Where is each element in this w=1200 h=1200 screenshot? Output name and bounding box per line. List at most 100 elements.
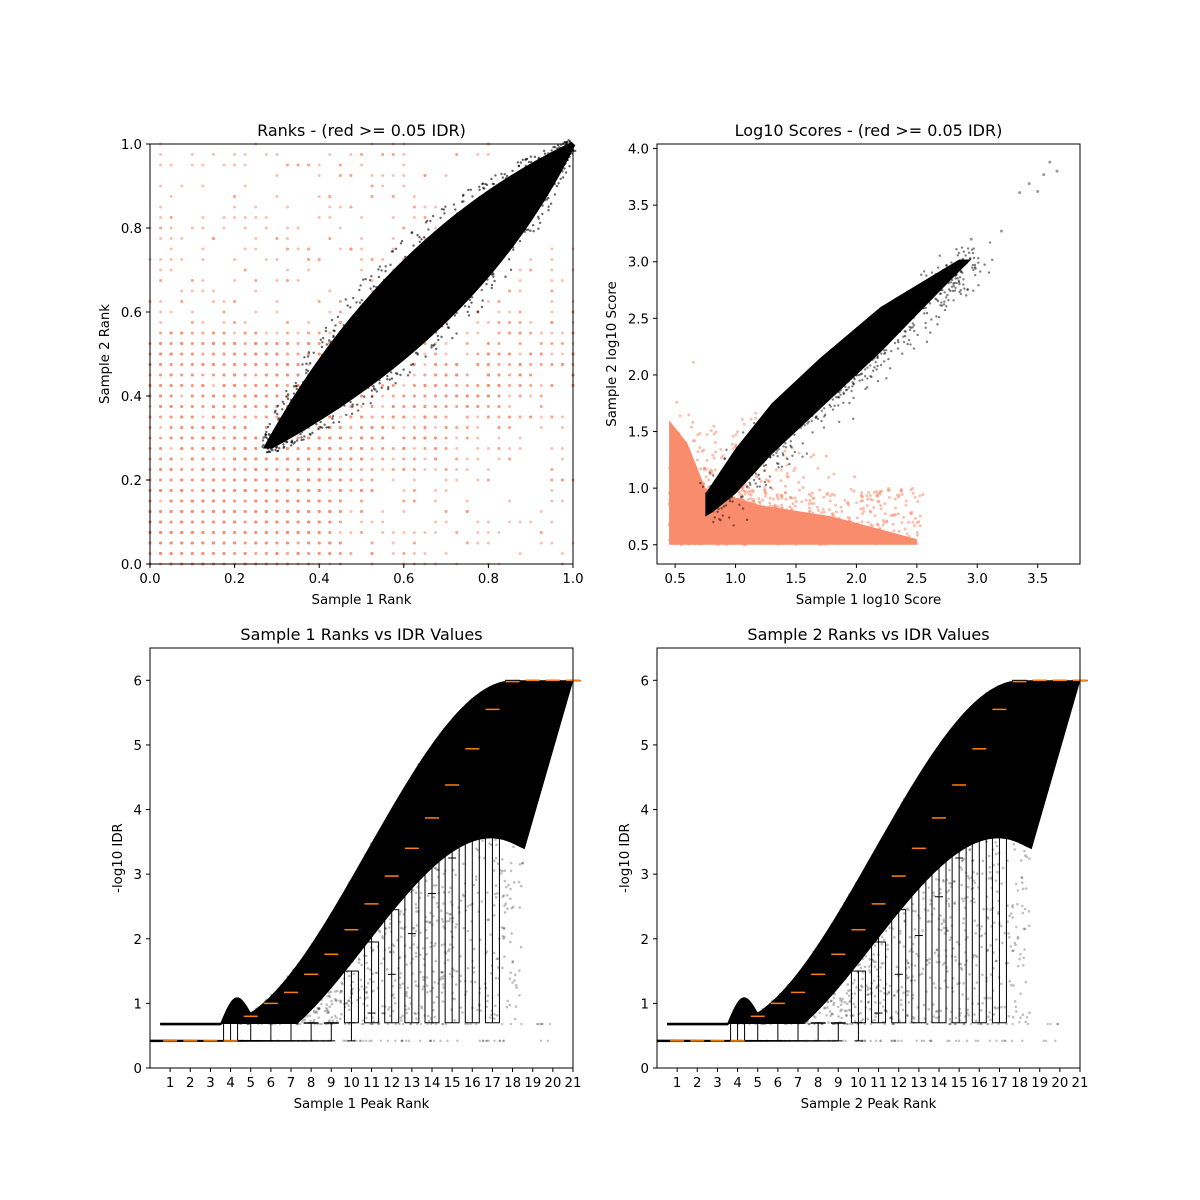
ranks-red-point xyxy=(508,394,512,398)
ranks-red-point xyxy=(434,415,438,419)
ranks-black-point xyxy=(489,228,493,231)
ranks-black-point xyxy=(567,139,570,142)
ranks-red-point xyxy=(402,415,406,419)
ranks-red-point xyxy=(264,415,268,419)
ranks-red-point xyxy=(222,541,226,545)
ranks-black-point xyxy=(342,374,346,377)
ranks-black-point xyxy=(331,417,334,420)
ranks-red-point xyxy=(518,352,522,356)
ranks-red-point xyxy=(180,499,184,503)
scores-red-point xyxy=(872,505,876,509)
ranks-black-point xyxy=(556,167,559,170)
ranks-red-point xyxy=(328,216,332,219)
ranks-black-point xyxy=(440,268,443,272)
scores-red-point xyxy=(875,494,879,498)
ranks-black-point xyxy=(512,207,515,211)
ranks-red-point xyxy=(169,426,173,429)
ranks-black-point xyxy=(398,348,402,351)
ranks-black-point xyxy=(484,218,488,221)
ranks-red-point xyxy=(338,321,342,324)
ranks-black-point xyxy=(531,189,535,192)
ranks-black-point xyxy=(543,162,546,165)
scores-red-point xyxy=(757,496,761,500)
ranks-black-point xyxy=(564,171,568,174)
ranks-black-point xyxy=(442,208,446,211)
ranks-black-point xyxy=(512,246,515,249)
ranks-black-point xyxy=(503,173,506,176)
ranks-red-point xyxy=(222,321,226,324)
ranks-black-point xyxy=(432,285,435,288)
ranks-black-point xyxy=(378,378,381,382)
ranks-black-point xyxy=(341,348,345,352)
ranks-red-point xyxy=(360,405,363,408)
ranks-black-point xyxy=(553,193,557,196)
ranks-black-point xyxy=(337,420,341,424)
ranks-red-point xyxy=(275,499,279,503)
ranks-black-point xyxy=(547,196,550,200)
ranks-black-point xyxy=(549,152,553,155)
ranks-red-point xyxy=(190,331,194,335)
ranks-red-point xyxy=(307,436,311,440)
ranks-black-point xyxy=(490,177,493,181)
ranks-black-point xyxy=(333,344,336,348)
ranks-red-point xyxy=(338,163,342,167)
ranks-red-point xyxy=(233,195,237,198)
ranks-black-point xyxy=(440,264,444,267)
ranks-black-point xyxy=(463,304,467,308)
scores-red-point xyxy=(896,512,900,516)
ranks-black-point xyxy=(278,439,281,443)
ranks-black-point xyxy=(351,403,354,406)
scores-red-point xyxy=(731,434,735,438)
ranks-black-point xyxy=(331,414,335,418)
ranks-red-point xyxy=(370,478,374,482)
ranks-red-point xyxy=(317,531,321,534)
scores-red-point xyxy=(816,466,820,470)
ranks-red-point xyxy=(169,216,173,219)
ranks-red-point xyxy=(254,457,258,461)
ranks-black-point xyxy=(463,216,466,219)
ranks-red-point xyxy=(455,531,459,534)
ranks-red-point xyxy=(285,457,289,461)
ranks-red-point xyxy=(275,384,279,387)
ranks-red-point xyxy=(465,394,469,398)
ranks-black-point xyxy=(468,296,471,299)
ranks-red-point xyxy=(296,478,300,482)
scores-red-point xyxy=(921,492,925,496)
ranks-black-point xyxy=(553,174,556,177)
ranks-red-point xyxy=(360,468,363,471)
ranks-black-point xyxy=(381,283,384,286)
ranks-black-point xyxy=(499,188,502,191)
ranks-red-point xyxy=(317,478,321,482)
ranks-red-point xyxy=(285,279,289,282)
ranks-black-point xyxy=(529,203,532,206)
ranks-black-point xyxy=(540,157,543,160)
ranks-red-point xyxy=(434,447,438,450)
ranks-red-point xyxy=(476,405,480,408)
ranks-red-point xyxy=(434,426,438,429)
scores-red-point xyxy=(880,489,884,493)
ranks-black-point xyxy=(542,194,545,198)
ranks-red-point xyxy=(307,163,311,167)
ranks-red-point xyxy=(211,384,215,387)
ranks-black-point xyxy=(545,193,549,197)
ranks-red-point xyxy=(275,258,279,261)
ranks-black-point xyxy=(463,269,467,273)
ranks-red-point xyxy=(307,268,311,272)
ranks-red-point xyxy=(159,321,163,324)
scores-red-point xyxy=(705,432,709,436)
ranks-red-point xyxy=(349,510,353,513)
ranks-red-point xyxy=(391,247,395,251)
ranks-red-point xyxy=(465,405,469,408)
scores-red-point xyxy=(859,507,863,511)
ranks-black-point xyxy=(481,186,485,190)
ranks-red-point xyxy=(159,258,163,261)
scores-red-point xyxy=(712,432,716,436)
ranks-red-point xyxy=(476,394,480,398)
ranks-black-point xyxy=(327,364,331,367)
ranks-black-point xyxy=(456,239,459,243)
ranks-black-point xyxy=(480,271,483,275)
ranks-black-point xyxy=(516,206,519,210)
ranks-black-point xyxy=(551,178,554,181)
ranks-black-point xyxy=(388,378,392,381)
ranks-black-point xyxy=(537,174,540,177)
